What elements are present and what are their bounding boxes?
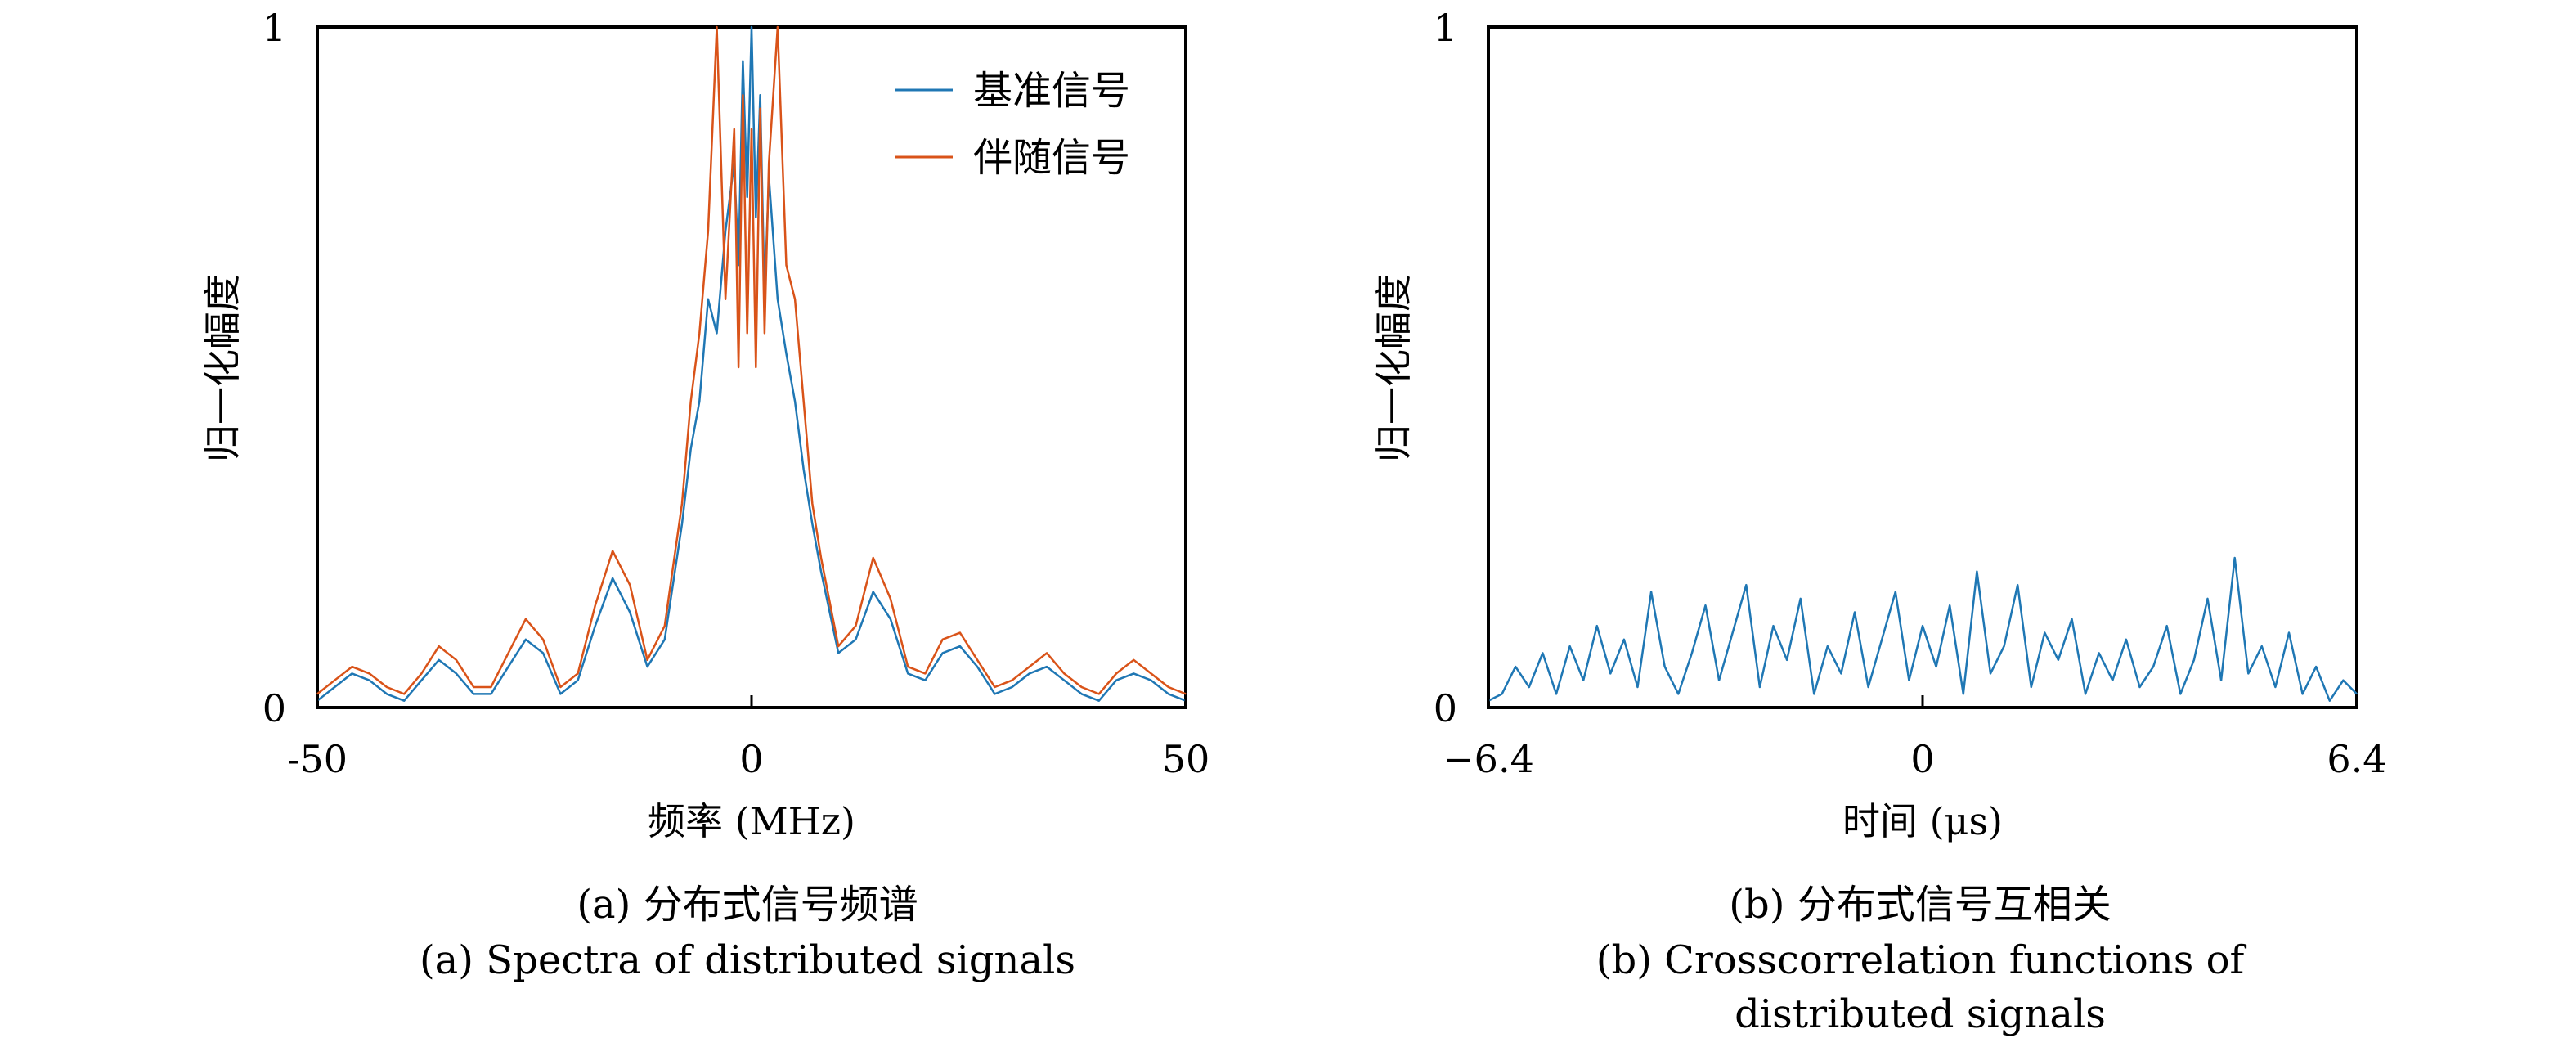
legend-label-reference: 基准信号 — [973, 68, 1130, 114]
panel-a-ylabel: 归一化幅度 — [200, 274, 245, 462]
panel-b-caption-en-line2: distributed signals — [1735, 991, 2106, 1037]
panel-a-caption-en: (a) Spectra of distributed signals — [420, 937, 1075, 983]
panel-b-series-group — [1488, 556, 2358, 702]
panel-a-caption-cn: (a) 分布式信号频谱 — [577, 882, 918, 928]
panel-b-ylabel: 归一化幅度 — [1371, 274, 1416, 462]
panel-a-ytick-label-0: 0 — [263, 686, 286, 730]
panel-b-xtick-label-left: −6.4 — [1443, 737, 1534, 781]
panel-b-crosscorrelation: 1 0 −6.4 0 6.4 时间 (μs) 归一化幅度 (b) 分布式信号互相… — [1371, 6, 2387, 1037]
panel-b-xtick-label-center: 0 — [1910, 737, 1934, 781]
panel-a-series-line-1 — [316, 25, 1187, 695]
panel-b-xlabel: 时间 (μs) — [1842, 799, 2003, 843]
panel-b-xtick-label-right: 6.4 — [2327, 737, 2386, 781]
panel-a-series-line-0 — [316, 25, 1187, 702]
panel-a-legend: 基准信号 伴随信号 — [895, 68, 1130, 181]
panel-a-spectra: 1 0 -50 0 50 频率 (MHz) 归一化幅度 基准信号 伴随信号 (a… — [200, 6, 1209, 983]
panel-b-ytick-label-0: 0 — [1434, 686, 1457, 730]
panel-b-ytick-label-1: 1 — [1434, 6, 1457, 50]
panel-b-caption-en-line1: (b) Crosscorrelation functions of — [1596, 937, 2247, 983]
panel-a-xtick-label-right: 50 — [1162, 737, 1210, 781]
panel-a-xtick-label-center: 0 — [739, 737, 763, 781]
panel-a-ytick-label-1: 1 — [263, 6, 286, 50]
legend-label-companion: 伴随信号 — [973, 135, 1130, 181]
panel-b-series-line-0 — [1488, 556, 2358, 702]
panel-b-caption-cn: (b) 分布式信号互相关 — [1729, 882, 2111, 928]
panel-a-series-group — [316, 25, 1187, 702]
panel-a-xlabel: 频率 (MHz) — [648, 799, 855, 843]
panel-a-xtick-label-left: -50 — [287, 737, 348, 781]
panel-b-plot-frame — [1487, 25, 2358, 709]
